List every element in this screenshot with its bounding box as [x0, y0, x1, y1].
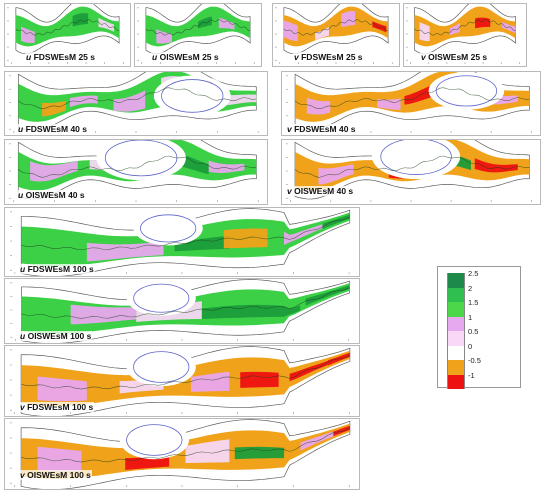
panel-v-oiswesm-25s: v OISWEsM 25 s	[403, 3, 527, 67]
panel-u-oiswesm-100s: u OISWEsM 100 s	[4, 278, 360, 344]
river-plot	[405, 4, 520, 65]
river-plot	[8, 140, 259, 203]
panel-u-oiswesm-40s: u OISWEsM 40 s	[4, 139, 268, 205]
legend-label: 2	[468, 283, 473, 293]
river-plot	[136, 4, 255, 65]
panel-label: v FDSWEsM 25 s	[293, 52, 364, 62]
legend-swatch	[447, 345, 465, 360]
panel-label: u FDSWEsM 25 s	[25, 52, 96, 62]
legend-swatch	[447, 374, 465, 389]
panel-v-oiswesm-40s: v OISWEsM 40 s	[281, 139, 541, 205]
legend-label: 1.5	[468, 298, 479, 307]
river-plot	[285, 140, 532, 203]
legend-label: -1	[468, 370, 475, 380]
legend-label: -0.5	[468, 356, 481, 365]
panel-u-fdswesm-25s: u FDSWEsM 25 s	[4, 3, 131, 67]
panel-label: u OISWEsM 25 s	[151, 52, 220, 62]
legend-label: 0.5	[468, 327, 479, 336]
panel-v-oiswesm-100s: v OISWEsM 100 s	[4, 418, 360, 490]
panel-u-fdswesm-100s: u FDSWEsM 100 s	[4, 207, 360, 277]
legend-label: 2.5	[468, 269, 479, 278]
legend-swatch	[447, 331, 465, 346]
legend-swatch	[447, 302, 465, 317]
panel-label: u OISWEsM 40 s	[17, 190, 86, 200]
panel-label: v OISWEsM 25 s	[420, 52, 489, 62]
legend-swatch	[447, 360, 465, 375]
panel-label: v OISWEsM 40 s	[286, 186, 355, 196]
legend-label: 1	[468, 312, 473, 322]
panel-label: u FDSWEsM 40 s	[17, 124, 88, 134]
panel-v-fdswesm-40s: v FDSWEsM 40 s	[281, 71, 541, 136]
legend-swatch	[447, 287, 465, 302]
panel-label: v FDSWEsM 40 s	[286, 124, 357, 134]
river-plot	[274, 4, 393, 65]
legend-swatch	[447, 316, 465, 331]
river-plot	[9, 419, 351, 489]
legend-swatch	[447, 273, 465, 288]
panel-label: v OISWEsM 100 s	[19, 470, 92, 480]
river-plot	[6, 4, 124, 65]
panel-label: v FDSWEsM 100 s	[19, 402, 95, 412]
river-plot	[10, 279, 350, 343]
panel-label: u FDSWEsM 100 s	[19, 264, 95, 274]
river-plot	[9, 346, 351, 416]
river-plot	[10, 208, 351, 276]
panel-u-oiswesm-25s: u OISWEsM 25 s	[134, 3, 262, 67]
river-plot	[9, 72, 259, 134]
panel-u-fdswesm-40s: u FDSWEsM 40 s	[4, 71, 268, 136]
river-plot	[285, 72, 532, 134]
panel-label: u OISWEsM 100 s	[19, 331, 93, 341]
panel-v-fdswesm-25s: v FDSWEsM 25 s	[272, 3, 400, 67]
legend-label: 0	[468, 341, 473, 351]
panel-v-fdswesm-100s: v FDSWEsM 100 s	[4, 345, 360, 417]
color-legend: 2.5 2 1.5 1 0.5 0 -0.5 -1	[437, 266, 521, 389]
